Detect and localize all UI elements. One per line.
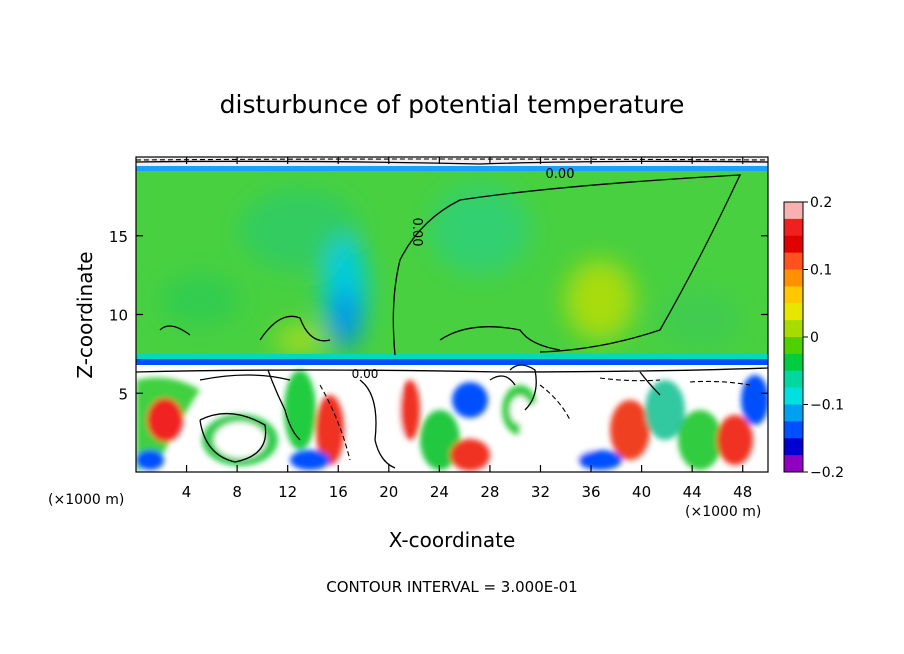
colorbar-swatch [784, 353, 803, 372]
x-tick-label: 4 [182, 483, 192, 501]
heatmap-field [136, 157, 768, 472]
colorbar-tick-label: 0.1 [810, 263, 832, 279]
colorbar-swatch [784, 303, 803, 321]
colorbar-swatch [784, 404, 803, 422]
colorbar [784, 202, 803, 473]
y-tick-label: 10 [109, 307, 128, 325]
x-tick-label: 16 [329, 483, 348, 501]
colorbar-swatch [784, 387, 803, 405]
colorbar-swatch [784, 218, 803, 237]
colorbar-tick-label: 0.2 [810, 195, 832, 211]
contour-label: 0.00 [409, 218, 424, 247]
colorbar-swatch [784, 202, 803, 220]
x-unit-label-right: (×1000 m) [685, 504, 761, 520]
colorbar-swatch [784, 252, 803, 270]
colorbar-swatch [784, 337, 803, 355]
y-axis-ticks: 5 10 15 [109, 228, 768, 403]
x-tick-label: 48 [733, 483, 752, 501]
x-tick-label: 12 [278, 483, 297, 501]
contour-label: 0.00 [546, 167, 575, 182]
y-axis-label: Z-coordinate [73, 251, 97, 378]
colorbar-swatch [784, 438, 803, 456]
y-tick-label: 5 [118, 385, 128, 403]
colorbar-tick-label: −0.2 [810, 465, 844, 481]
contour-interval-note: CONTOUR INTERVAL = 3.000E-01 [326, 578, 577, 596]
x-axis-label: X-coordinate [389, 528, 516, 552]
colorbar-swatch [784, 235, 803, 254]
x-axis-ticks: 4 8 12 16 20 24 28 32 36 40 44 48 [182, 157, 752, 501]
y-tick-label: 15 [109, 228, 128, 246]
colorbar-swatch [784, 269, 803, 287]
x-tick-label: 24 [430, 483, 449, 501]
chart-title: disturbunce of potential temperature [220, 90, 685, 119]
x-tick-label: 36 [581, 483, 600, 501]
x-tick-label: 44 [683, 483, 702, 501]
colorbar-swatch [784, 320, 803, 338]
colorbar-swatch [784, 421, 803, 439]
x-tick-label: 32 [531, 483, 550, 501]
x-tick-label: 20 [379, 483, 398, 501]
colorbar-swatch [784, 286, 803, 304]
colorbar-ticks: 0.2 0.1 0 −0.1 −0.2 [803, 195, 844, 481]
colorbar-swatch [784, 370, 803, 389]
colorbar-tick-label: 0 [810, 330, 819, 346]
colorbar-tick-label: −0.1 [810, 398, 844, 414]
x-tick-label: 40 [632, 483, 651, 501]
x-unit-label-left: (×1000 m) [48, 492, 124, 508]
contour-label: 0.00 [352, 367, 379, 381]
x-tick-label: 8 [232, 483, 242, 501]
colorbar-swatch [784, 455, 803, 473]
x-tick-label: 28 [480, 483, 499, 501]
